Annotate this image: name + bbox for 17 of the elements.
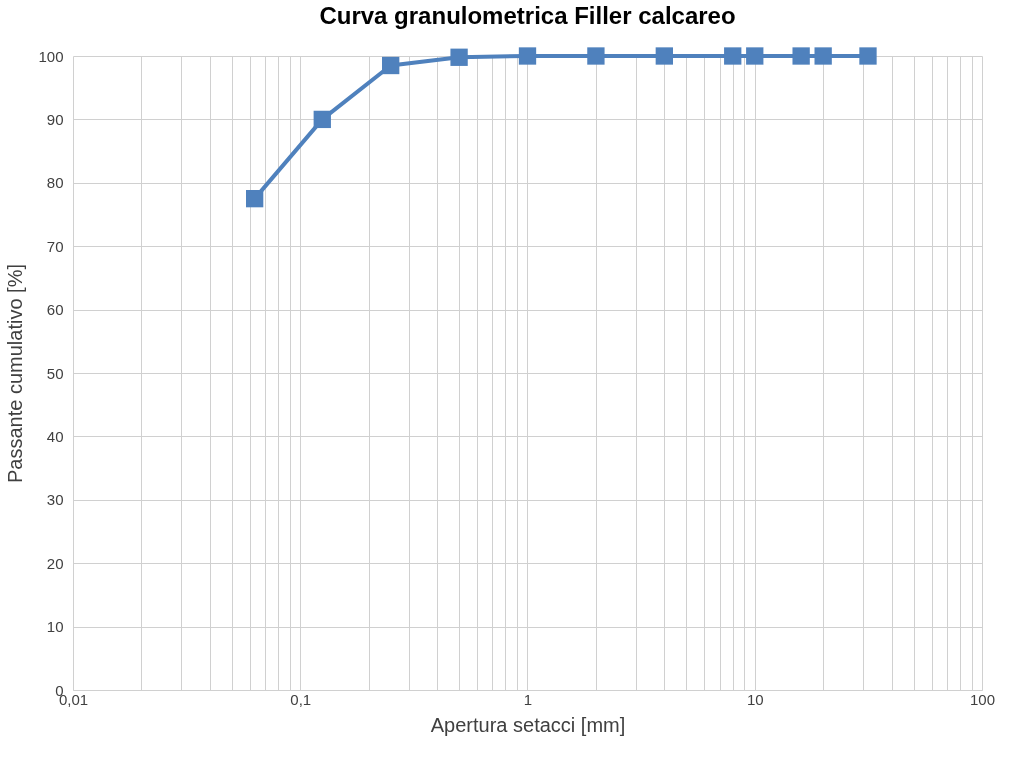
x-tick-label: 100 — [969, 690, 996, 708]
y-tick-label: 80 — [46, 174, 64, 192]
y-tick-label: 10 — [46, 618, 64, 636]
y-tick-label: 40 — [46, 427, 64, 445]
x-tick-label: 10 — [746, 690, 764, 708]
y-tick-label: 60 — [46, 301, 64, 319]
y-axis-title: Passante cumulativo [%] — [4, 264, 27, 483]
y-tick-label: 70 — [46, 237, 64, 255]
y-tick-label: 50 — [46, 364, 64, 382]
y-tick-label: 100 — [38, 47, 64, 65]
chart-title: Curva granulometrica Filler calcareo — [319, 2, 736, 30]
y-tick-label: 20 — [46, 554, 64, 572]
x-tick-label: 1 — [523, 690, 533, 708]
y-tick-label: 90 — [46, 110, 64, 128]
x-axis-title: Apertura setacci [mm] — [430, 713, 626, 736]
x-tick-label: 0,1 — [290, 690, 312, 708]
y-tick-label: 30 — [46, 491, 64, 509]
